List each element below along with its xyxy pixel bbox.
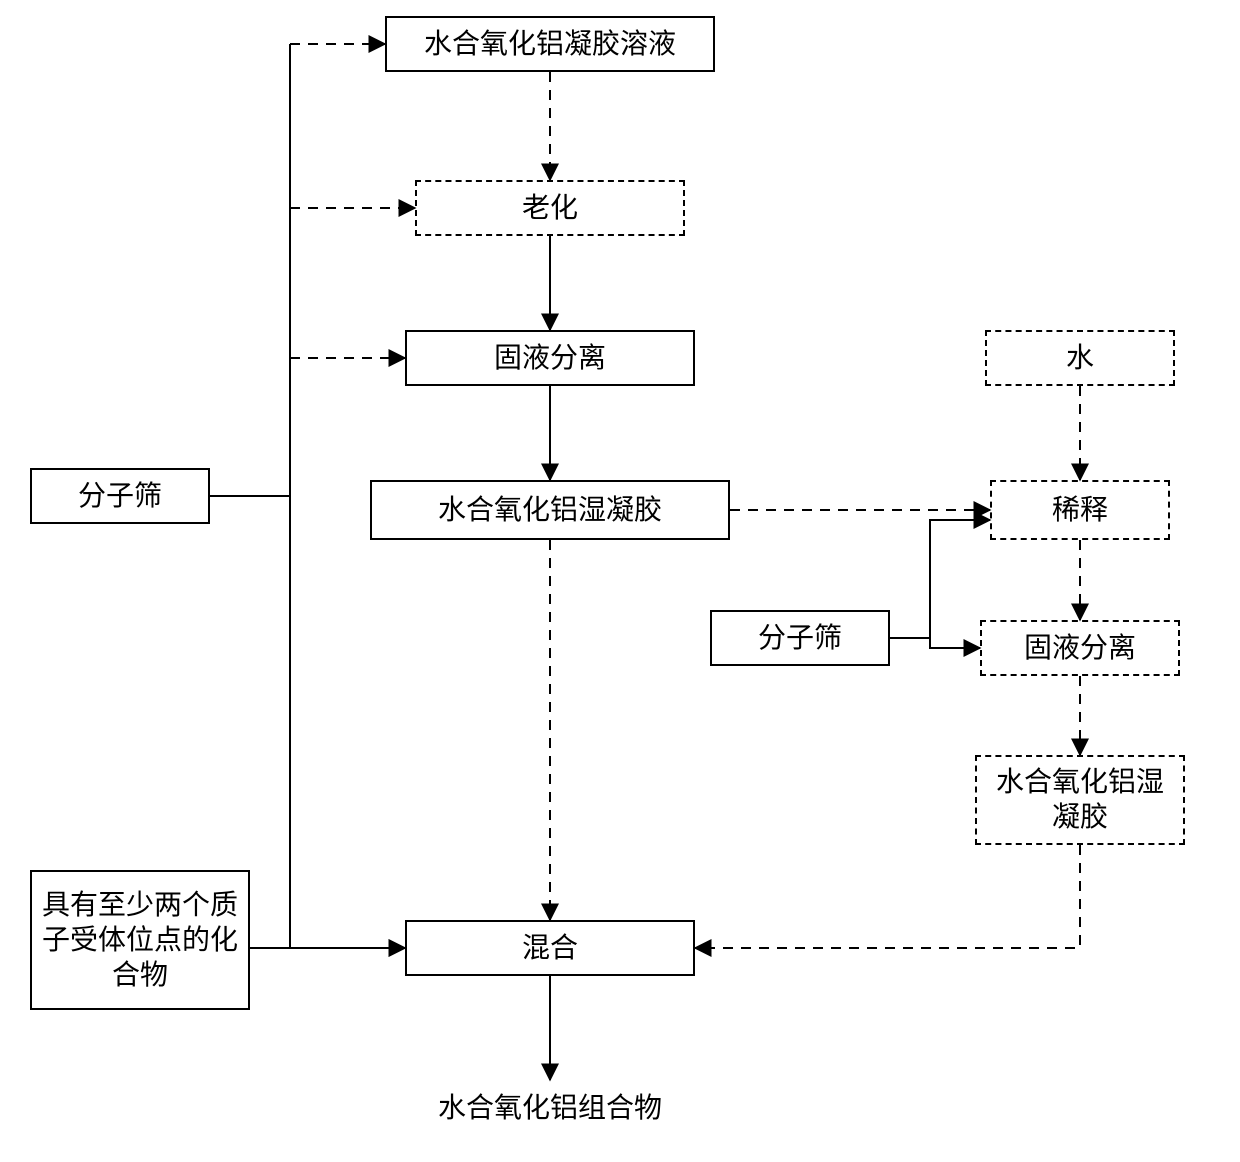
node-gel-solution: 水合氧化铝凝胶溶液 bbox=[385, 16, 715, 72]
node-mix: 混合 bbox=[405, 920, 695, 976]
node-label: 稀释 bbox=[1052, 493, 1108, 528]
node-compound: 具有至少两个质子受体位点的化合物 bbox=[30, 870, 250, 1010]
flowchart-canvas: 水合氧化铝凝胶溶液 老化 固液分离 水合氧化铝湿凝胶 分子筛 具有至少两个质子受… bbox=[0, 0, 1240, 1162]
node-label: 具有至少两个质子受体位点的化合物 bbox=[38, 888, 242, 993]
node-label: 水合氧化铝湿凝胶 bbox=[983, 765, 1177, 835]
node-sep2: 固液分离 bbox=[980, 620, 1180, 676]
node-aging: 老化 bbox=[415, 180, 685, 236]
node-wet-gel: 水合氧化铝湿凝胶 bbox=[370, 480, 730, 540]
node-label: 水合氧化铝凝胶溶液 bbox=[424, 27, 676, 62]
node-product: 水合氧化铝组合物 bbox=[390, 1080, 710, 1136]
node-wet-gel2: 水合氧化铝湿凝胶 bbox=[975, 755, 1185, 845]
node-label: 分子筛 bbox=[78, 479, 162, 514]
node-label: 水合氧化铝组合物 bbox=[438, 1091, 662, 1126]
node-sieve-left: 分子筛 bbox=[30, 468, 210, 524]
node-label: 固液分离 bbox=[1024, 631, 1136, 666]
node-label: 分子筛 bbox=[758, 621, 842, 656]
node-water: 水 bbox=[985, 330, 1175, 386]
node-sieve-right: 分子筛 bbox=[710, 610, 890, 666]
node-sep1: 固液分离 bbox=[405, 330, 695, 386]
node-dilute: 稀释 bbox=[990, 480, 1170, 540]
node-label: 混合 bbox=[522, 931, 578, 966]
node-label: 水合氧化铝湿凝胶 bbox=[438, 493, 662, 528]
node-label: 水 bbox=[1066, 341, 1094, 376]
node-label: 固液分离 bbox=[494, 341, 606, 376]
node-label: 老化 bbox=[522, 191, 578, 226]
